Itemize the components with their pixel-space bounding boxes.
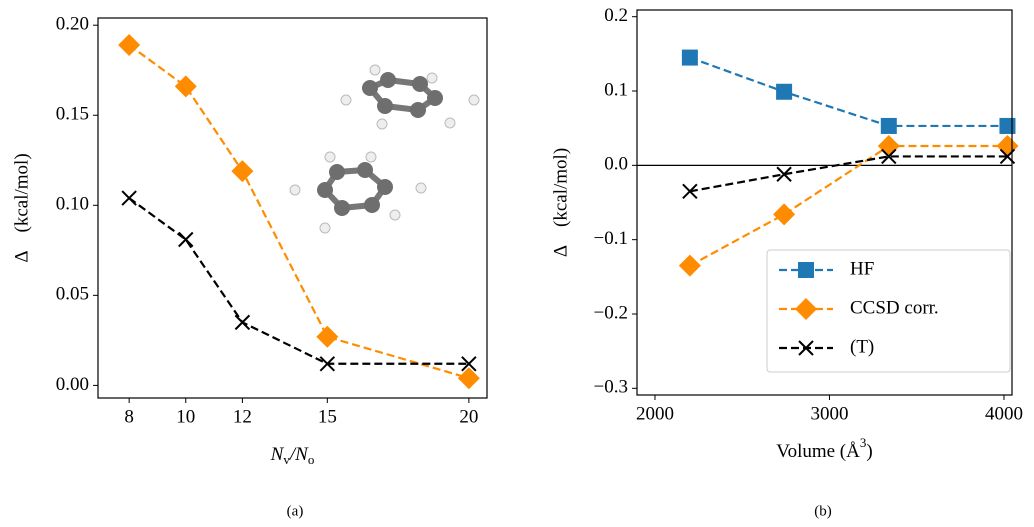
x-tick-label: 15 <box>318 406 337 427</box>
marker <box>881 118 897 134</box>
x-axis-label-part: o <box>308 452 315 467</box>
legend-label: HF <box>850 258 874 279</box>
y-tick-label: 0.05 <box>56 284 89 305</box>
y-tick-label: 0.2 <box>604 5 628 26</box>
marker <box>773 203 795 225</box>
series <box>682 50 1016 134</box>
marker <box>776 84 792 100</box>
x-tick-label: 12 <box>233 406 252 427</box>
x-tick-label: 10 <box>176 406 195 427</box>
x-axis-label-part: ) <box>866 441 872 462</box>
y-axis-label: Δ (kcal/mol) <box>11 153 32 262</box>
x-tick-label: 4000 <box>985 403 1023 424</box>
marker <box>118 34 140 56</box>
caption: (b) <box>814 503 832 519</box>
y-tick-label: −0.3 <box>594 377 628 398</box>
series-line <box>690 58 1008 126</box>
marker <box>235 315 249 329</box>
series-line <box>690 156 1008 191</box>
y-tick-label: 0.00 <box>56 374 89 395</box>
y-tick-label: −0.2 <box>594 302 628 323</box>
marker <box>122 191 136 205</box>
marker <box>316 326 338 348</box>
molecule <box>290 65 479 233</box>
figure: 8 10 12 15 20 0.00 0.05 0.10 0.15 0.20 Nv/No Δ (kca… <box>0 0 1034 527</box>
y-tick-label: 0.10 <box>56 194 89 215</box>
y-axis-label: Δ (kcal/mol) <box>550 148 571 257</box>
series-line <box>129 45 469 378</box>
x-axis-label-part: /N <box>289 444 309 465</box>
x-tick-label: 2000 <box>636 403 674 424</box>
marker <box>231 160 253 182</box>
marker <box>179 233 193 247</box>
x-tick-label: 20 <box>459 406 478 427</box>
y-tick-label: 0.1 <box>604 79 628 100</box>
x-tick-label: 3000 <box>810 403 848 424</box>
marker <box>458 367 480 389</box>
series <box>683 149 1015 198</box>
legend-label: CCSD corr. <box>850 297 939 318</box>
marker <box>878 135 900 157</box>
x-axis-label: Nv/No <box>270 444 315 467</box>
marker <box>996 135 1018 157</box>
marker <box>999 118 1015 134</box>
caption: (a) <box>287 503 304 519</box>
y-tick-label: 0.0 <box>604 154 628 175</box>
x-tick-label: 8 <box>124 406 134 427</box>
legend: HF CCSD corr. (T) <box>767 250 1010 372</box>
marker <box>682 50 698 66</box>
y-tick-label: −0.1 <box>594 228 628 249</box>
y-tick-label: 0.20 <box>56 14 89 35</box>
x-axis-label-part: Volume (Å <box>776 441 860 462</box>
marker <box>679 255 701 277</box>
legend-marker <box>798 262 814 278</box>
y-tick-label: 0.15 <box>56 104 89 125</box>
x-axis-label: Volume (Å3) <box>776 435 872 462</box>
marker <box>175 75 197 97</box>
legend-label: (T) <box>850 336 874 357</box>
